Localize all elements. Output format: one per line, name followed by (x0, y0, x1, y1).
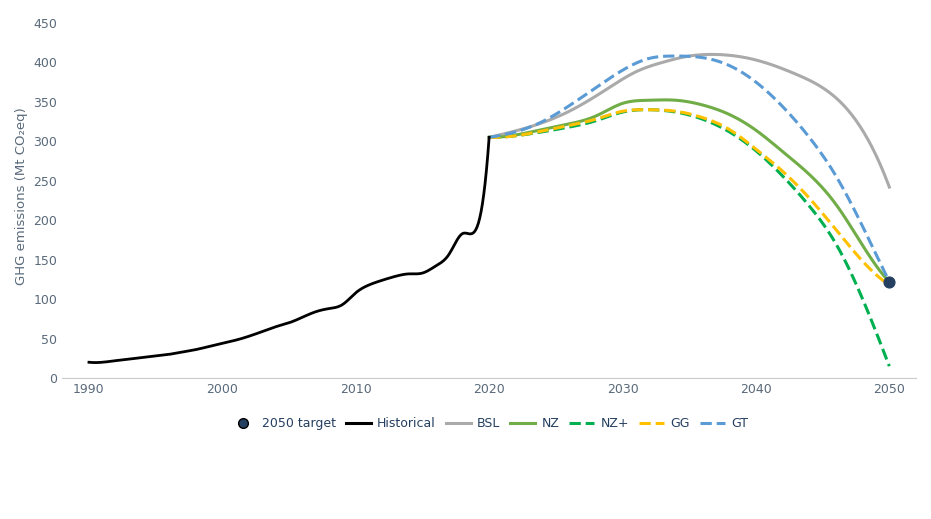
Legend: 2050 target, Historical, BSL, NZ, NZ+, GG, GT: 2050 target, Historical, BSL, NZ, NZ+, G… (225, 412, 753, 435)
Y-axis label: GHG emissions (Mt CO₂eq): GHG emissions (Mt CO₂eq) (15, 107, 28, 285)
Point (882, 278, 897, 286)
